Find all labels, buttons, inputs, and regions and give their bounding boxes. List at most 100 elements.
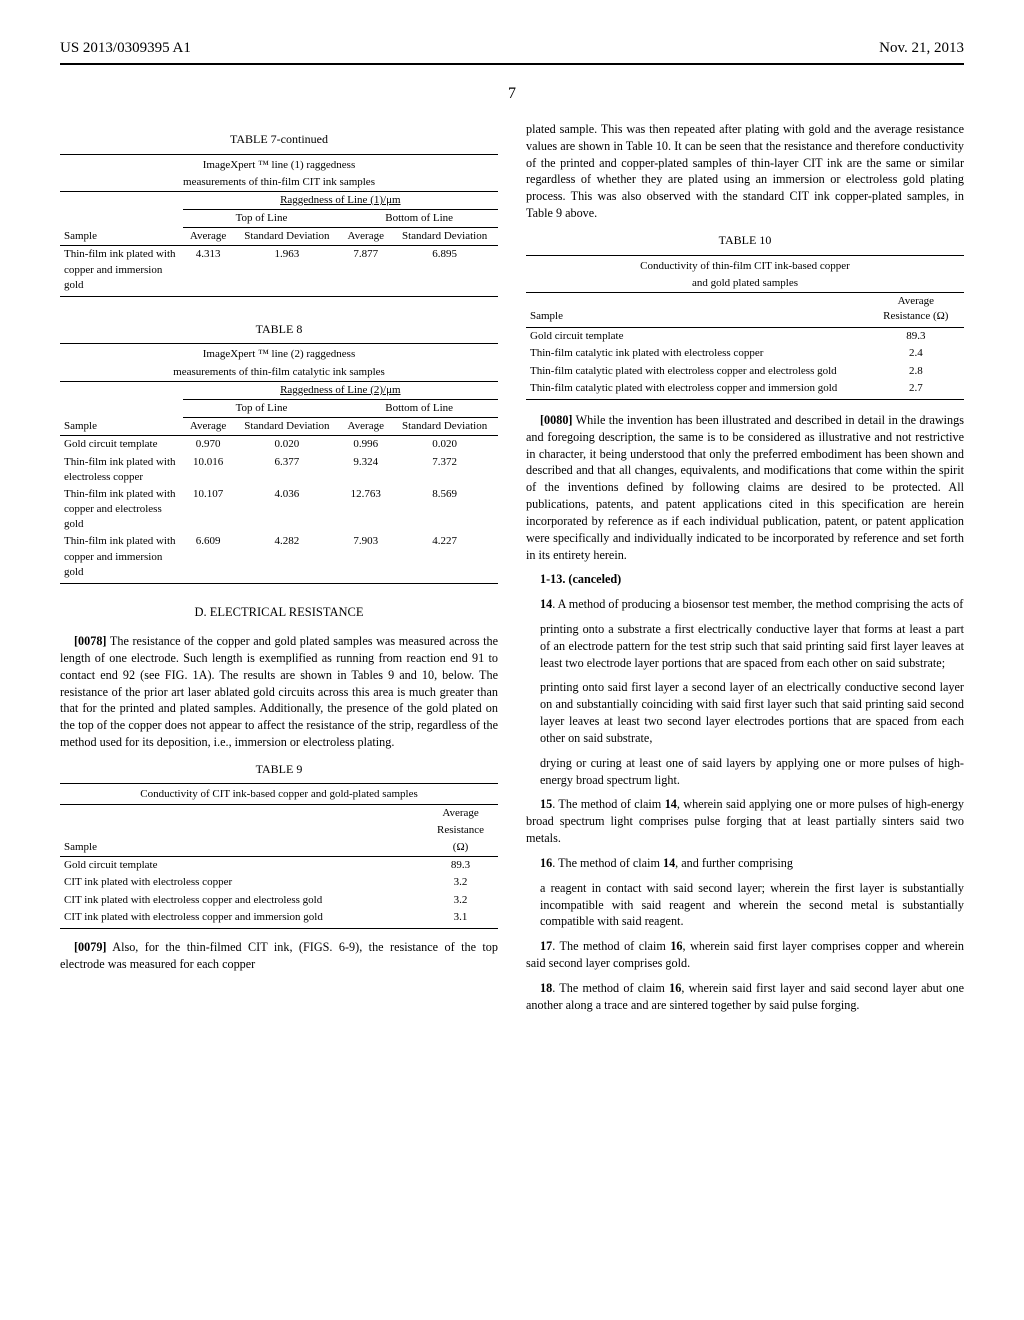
table-9: Conductivity of CIT ink-based copper and…	[60, 783, 498, 928]
claim-17-text: The method of claim 16, wherein said fir…	[526, 939, 964, 970]
table8-caption-l2: measurements of thin-film catalytic ink …	[173, 366, 385, 378]
t8r4d1: 4.282	[234, 533, 341, 581]
patent-page: US 2013/0309395 A1 Nov. 21, 2013 7 TABLE…	[0, 0, 1024, 1320]
claim-14-b: printing onto said first layer a second …	[540, 679, 964, 746]
table7-group-header: Raggedness of Line (1)/μm	[280, 194, 400, 206]
table8-top-label: Top of Line	[236, 402, 288, 414]
section-d-heading: D. ELECTRICAL RESISTANCE	[60, 604, 498, 621]
table8-col-avg1: Average	[190, 420, 226, 432]
right-top-continuation: plated sample. This was then repeated af…	[526, 121, 964, 222]
table7-col-sample: Sample	[64, 230, 97, 242]
table10-col-res-l1: Average	[898, 295, 934, 307]
para-0078-text: The resistance of the copper and gold pl…	[60, 634, 498, 749]
table8-bottom-label: Bottom of Line	[385, 402, 453, 414]
t9r3v: 3.2	[423, 892, 498, 909]
table10-col-res-l2: Resistance (Ω)	[883, 310, 948, 322]
t8r4d2: 4.227	[391, 533, 498, 581]
table8-group-header: Raggedness of Line (2)/μm	[280, 384, 400, 396]
t8r3a1: 10.107	[183, 486, 234, 534]
t8r1s: Gold circuit template	[64, 438, 157, 450]
t8r2a2: 9.324	[340, 454, 391, 486]
table-10-title: TABLE 10	[526, 232, 964, 249]
t8r4a1: 6.609	[183, 533, 234, 581]
t9r4v: 3.1	[423, 909, 498, 926]
t9r1v: 89.3	[423, 857, 498, 875]
table10-caption-l2: and gold plated samples	[692, 277, 798, 289]
page-header: US 2013/0309395 A1 Nov. 21, 2013	[60, 40, 964, 57]
table10-caption-l1: Conductivity of thin-film CIT ink-based …	[640, 260, 850, 272]
t10r4s: Thin-film catalytic plated with electrol…	[530, 382, 837, 394]
t8r3s: Thin-film ink plated with copper and ele…	[64, 488, 176, 530]
t9r1s: Gold circuit template	[64, 859, 157, 871]
para-0079-text: Also, for the thin-filmed CIT ink, (FIGS…	[60, 940, 498, 971]
para-0080-text: While the invention has been illustrated…	[526, 413, 964, 562]
claim-14-a: printing onto a substrate a first electr…	[540, 621, 964, 671]
t10r4v: 2.7	[868, 380, 964, 397]
t9r2v: 3.2	[423, 874, 498, 891]
paragraph-0078: [0078] The resistance of the copper and …	[60, 633, 498, 751]
right-column: plated sample. This was then repeated af…	[526, 121, 964, 1022]
paragraph-0080: [0080] While the invention has been illu…	[526, 412, 964, 563]
t9r4s: CIT ink plated with electroless copper a…	[64, 911, 323, 923]
table9-col-sample: Sample	[64, 841, 97, 853]
t9r2s: CIT ink plated with electroless copper	[64, 876, 232, 888]
publication-date: Nov. 21, 2013	[879, 40, 964, 57]
claims-1-13: 1-13. (canceled)	[526, 571, 964, 588]
header-rule	[60, 63, 964, 65]
table7-top-label: Top of Line	[236, 212, 288, 224]
t8r1a2: 0.996	[340, 436, 391, 454]
claim-15-text: The method of claim 14, wherein said app…	[526, 797, 964, 845]
para-0078-num: [0078]	[74, 634, 107, 648]
table7-row-sample: Thin-film ink plated with copper and imm…	[64, 248, 176, 290]
para-0079-num: [0079]	[74, 940, 107, 954]
table7-col-sd1: Standard Deviation	[244, 230, 329, 242]
two-column-layout: TABLE 7-continued ImageXpert ™ line (1) …	[60, 121, 964, 1022]
t10r1s: Gold circuit template	[530, 330, 623, 342]
claims-1-13-text: 1-13. (canceled)	[540, 572, 621, 586]
table7-col-sd2: Standard Deviation	[402, 230, 487, 242]
table-9-title: TABLE 9	[60, 761, 498, 778]
table7-col-avg2: Average	[348, 230, 384, 242]
table8-col-sd2: Standard Deviation	[402, 420, 487, 432]
page-number: 7	[60, 85, 964, 103]
table8-col-avg2: Average	[348, 420, 384, 432]
t8r1d2: 0.020	[391, 436, 498, 454]
claim-15: 15. The method of claim 14, wherein said…	[526, 796, 964, 846]
t10r3v: 2.8	[868, 363, 964, 380]
t8r3d2: 8.569	[391, 486, 498, 534]
table7-row-sd2: 6.895	[432, 248, 457, 260]
t10r3s: Thin-film catalytic plated with electrol…	[530, 365, 837, 377]
table7-caption-l2: measurements of thin-film CIT ink sample…	[183, 176, 375, 188]
t8r2d2: 7.372	[391, 454, 498, 486]
claim-16-a: a reagent in contact with said second la…	[540, 880, 964, 930]
table10-col-sample: Sample	[530, 310, 563, 322]
claim-16-head-text: The method of claim 14, and further comp…	[558, 856, 793, 870]
claim-16-head: 16. The method of claim 14, and further …	[526, 855, 964, 872]
patent-publication-number: US 2013/0309395 A1	[60, 40, 191, 57]
t8r4a2: 7.903	[340, 533, 391, 581]
table7-col-avg1: Average	[190, 230, 226, 242]
t10r2v: 2.4	[868, 345, 964, 362]
t8r1a1: 0.970	[183, 436, 234, 454]
para-0080-num: [0080]	[540, 413, 573, 427]
table7-row-sd1: 1.963	[275, 248, 300, 260]
claim-18: 18. The method of claim 16, wherein said…	[526, 980, 964, 1014]
claim-18-text: The method of claim 16, wherein said fir…	[526, 981, 964, 1012]
claim-14-head: 14. A method of producing a biosensor te…	[526, 596, 964, 613]
t9r3s: CIT ink plated with electroless copper a…	[64, 894, 322, 906]
table7-bottom-label: Bottom of Line	[385, 212, 453, 224]
table9-caption: Conductivity of CIT ink-based copper and…	[140, 788, 418, 800]
table-10: Conductivity of thin-film CIT ink-based …	[526, 255, 964, 400]
claim-17: 17. The method of claim 16, wherein said…	[526, 938, 964, 972]
t8r3d1: 4.036	[234, 486, 341, 534]
t8r3a2: 12.763	[340, 486, 391, 534]
left-column: TABLE 7-continued ImageXpert ™ line (1) …	[60, 121, 498, 1022]
paragraph-0079: [0079] Also, for the thin-filmed CIT ink…	[60, 939, 498, 973]
table-8: ImageXpert ™ line (2) raggedness measure…	[60, 343, 498, 583]
table8-caption-l1: ImageXpert ™ line (2) raggedness	[203, 348, 356, 360]
table-8-title: TABLE 8	[60, 321, 498, 338]
table8-col-sd1: Standard Deviation	[244, 420, 329, 432]
t10r2s: Thin-film catalytic ink plated with elec…	[530, 347, 763, 359]
t8r2d1: 6.377	[234, 454, 341, 486]
table9-col-res-l3: (Ω)	[453, 841, 469, 853]
